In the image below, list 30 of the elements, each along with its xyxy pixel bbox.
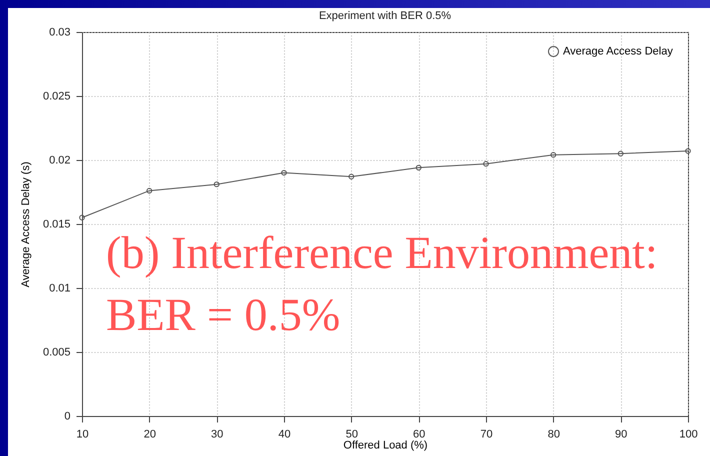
y-tick-label: 0.02 [49, 154, 70, 166]
point [146, 188, 152, 194]
point [281, 170, 287, 176]
y-tick-label: 0.015 [42, 218, 70, 230]
x-tick-label: 90 [615, 428, 628, 440]
x-tick-label: 80 [548, 428, 560, 440]
x-tick-label: 100 [679, 428, 698, 440]
x-tick-label: 60 [413, 428, 426, 440]
x-tick-label: 40 [278, 428, 291, 440]
chart-title: Experiment with BER 0.5% [318, 10, 452, 22]
point [483, 161, 489, 167]
x-tick-label: 50 [346, 428, 358, 440]
y-tick-label: 0.005 [42, 346, 70, 358]
x-tick-label: 70 [480, 428, 493, 440]
point [618, 150, 624, 156]
y-tick-label: 0.03 [49, 26, 70, 38]
x-axis-title: Offered Load (%) [343, 440, 428, 452]
y-tick-label: 0.025 [42, 90, 70, 102]
y-tick-label: 0.01 [49, 282, 70, 294]
x-tick-label: 10 [76, 428, 89, 440]
point [348, 174, 354, 180]
point [550, 152, 556, 158]
x-tick-label: 30 [211, 428, 224, 440]
x-tick-label: 20 [144, 428, 156, 440]
point [214, 181, 220, 188]
legend-label: Average Access Delay [563, 46, 674, 58]
annotation: (b) Interference Environment: BER = 0.5% [106, 226, 659, 342]
y-tick-label: 0 [64, 410, 70, 422]
point [416, 164, 422, 171]
y-axis-title: Average Access Delay (s) [20, 162, 32, 288]
